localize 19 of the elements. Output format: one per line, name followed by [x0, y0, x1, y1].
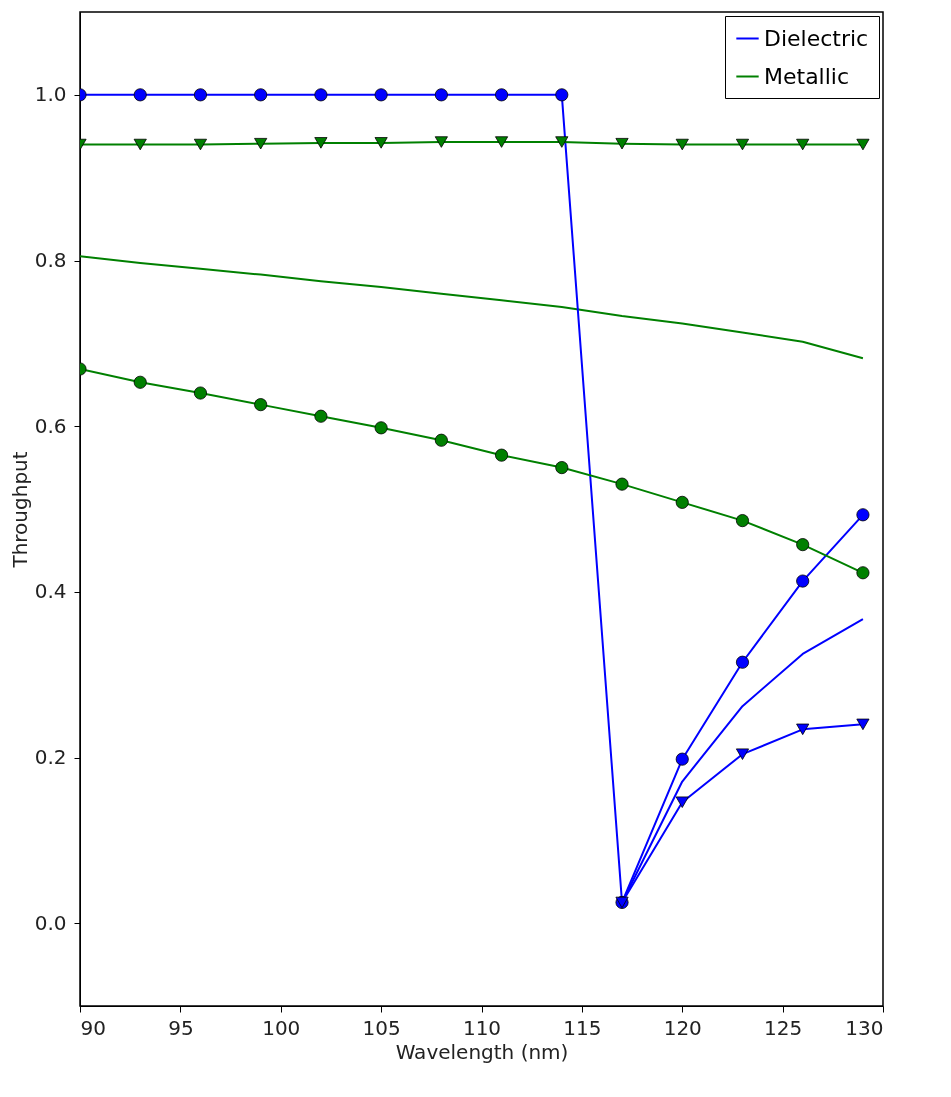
y-tick-label: 0.4: [34, 579, 67, 604]
x-tick-label: 95: [168, 1015, 194, 1040]
y-tick-label: 0.6: [34, 413, 67, 438]
x-tick-label: 90: [80, 1015, 106, 1040]
y-tick-label: 0.2: [34, 745, 67, 769]
x-axis-title: Wavelength (nm): [395, 1039, 569, 1064]
x-tick-label: 130: [845, 1015, 884, 1040]
x-tick-label: 125: [764, 1015, 803, 1040]
x-tick-label: 105: [362, 1015, 401, 1040]
y-axis-title: Throughput: [7, 451, 32, 569]
x-tick-label: 115: [563, 1015, 602, 1040]
x-tick-label: 110: [462, 1015, 502, 1040]
x-tick-label: 120: [663, 1015, 702, 1040]
y-tick-label: 1.0: [34, 82, 67, 107]
x-tick-label: 100: [262, 1015, 301, 1040]
y-tick-label: 0.0: [34, 910, 67, 935]
legend-label: Dielectric: [764, 25, 869, 51]
legend-label: Metallic: [764, 63, 850, 89]
y-tick-label: 0.8: [34, 248, 67, 272]
